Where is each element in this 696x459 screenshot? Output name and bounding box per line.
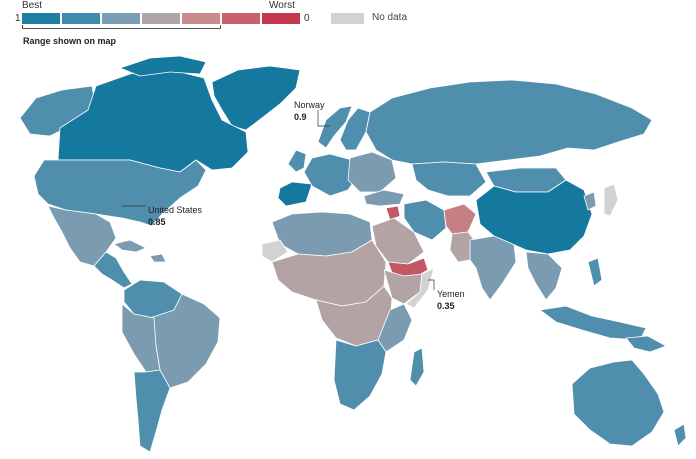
region-greenland — [211, 65, 301, 131]
region-australia — [571, 359, 665, 447]
region-new-guinea — [625, 335, 667, 353]
callout-united-states-value: 0.85 — [148, 217, 166, 227]
region-argentina-chile — [133, 369, 171, 453]
region-cuba — [113, 239, 147, 253]
region-uk-ireland — [287, 149, 307, 173]
region-arctic-islands — [119, 55, 207, 77]
region-philippines — [587, 257, 603, 287]
region-iberia — [277, 181, 313, 207]
callout-norway: Norway 0.9 — [294, 99, 325, 123]
legend-swatch-7 — [262, 13, 300, 24]
callout-united-states-name: United States — [148, 205, 203, 215]
region-afghanistan — [443, 203, 477, 235]
region-japan — [603, 183, 619, 217]
region-hispaniola — [149, 253, 167, 263]
legend-best-label: Best — [22, 0, 43, 11]
legend-swatch-1 — [22, 13, 60, 24]
region-saudi-arabia — [371, 217, 425, 265]
legend-no-data-swatch — [331, 13, 364, 24]
legend-min-value: 1 — [15, 13, 21, 24]
legend-color-scale — [22, 13, 300, 24]
region-western-sahara — [261, 239, 289, 263]
region-somalia — [405, 267, 435, 309]
legend-max-value: 0 — [304, 13, 310, 24]
region-china — [475, 179, 593, 255]
region-russia — [365, 79, 653, 165]
legend-range-bracket — [22, 25, 221, 29]
region-southeast-asia — [525, 251, 563, 301]
callout-yemen-name: Yemen — [437, 289, 465, 299]
callout-line-yemen — [428, 279, 435, 290]
region-indonesia — [539, 305, 647, 341]
legend-no-data-label: No data — [372, 12, 408, 23]
legend-worst-label: Worst — [269, 0, 295, 11]
callout-yemen-value: 0.35 — [437, 301, 455, 311]
legend-swatch-4 — [142, 13, 180, 24]
legend-swatch-6 — [222, 13, 260, 24]
legend-swatch-3 — [102, 13, 140, 24]
callout-norway-value: 0.9 — [294, 112, 307, 122]
map-legend: Best Worst 1 0 No data Range shown on ma… — [0, 0, 696, 50]
callout-united-states: United States 0.85 — [148, 204, 202, 228]
legend-range-label: Range shown on map — [23, 36, 117, 46]
callout-norway-name: Norway — [294, 100, 325, 110]
region-iran — [403, 199, 447, 241]
region-turkey — [363, 189, 405, 207]
region-norway — [317, 105, 353, 149]
region-central-america — [93, 251, 133, 289]
region-syria — [385, 205, 401, 221]
callout-line-norway — [317, 110, 330, 127]
legend-swatch-5 — [182, 13, 220, 24]
region-india — [469, 235, 517, 301]
region-southern-africa — [333, 339, 387, 411]
region-korea — [583, 191, 597, 211]
region-new-zealand — [673, 423, 687, 447]
legend-swatch-2 — [62, 13, 100, 24]
callout-yemen: Yemen 0.35 — [437, 288, 465, 312]
region-central-asia — [411, 161, 487, 197]
region-eastern-europe — [347, 151, 397, 193]
region-madagascar — [409, 347, 425, 387]
